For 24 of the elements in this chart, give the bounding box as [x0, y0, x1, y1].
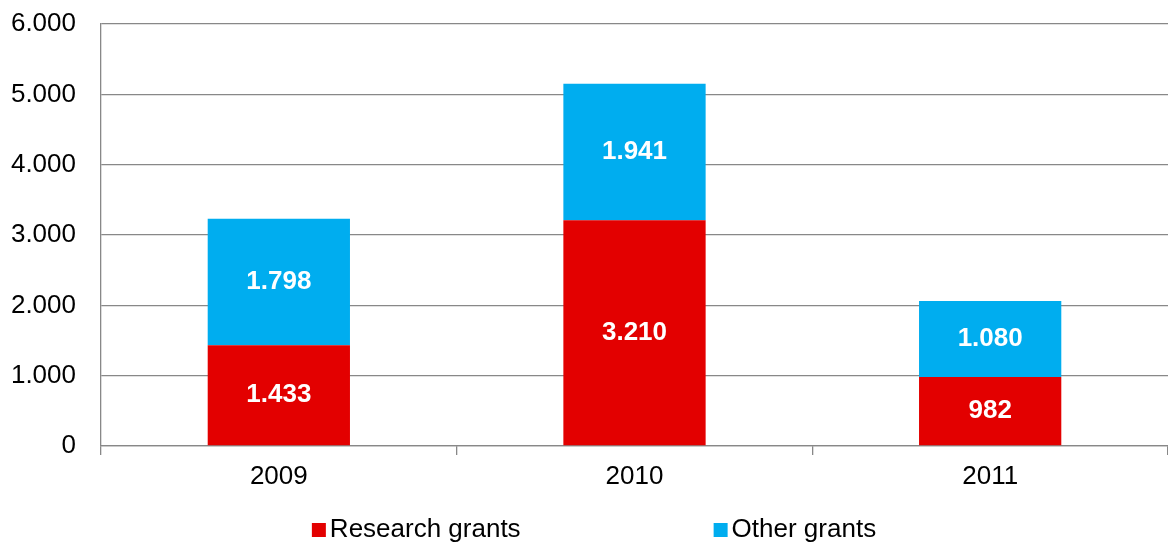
bar [563, 83, 706, 221]
bar [207, 345, 350, 446]
bar [563, 220, 706, 446]
legend-label: Other grants [731, 513, 877, 543]
y-tick-label: 0 [61, 429, 76, 460]
data-label: 1.080 [957, 322, 1023, 353]
bar [207, 218, 350, 346]
y-tick-label: 1.000 [10, 358, 76, 389]
y-tick-label: 3.000 [10, 218, 76, 249]
data-label: 982 [968, 394, 1012, 425]
y-tick-label: 6.000 [10, 7, 76, 38]
data-label: 1.941 [601, 135, 668, 166]
bar [919, 376, 1062, 446]
x-tick-label: 2011 [962, 459, 1019, 490]
data-label: 1.433 [246, 378, 312, 409]
data-label: 3.210 [601, 315, 668, 346]
x-tick-label: 2009 [249, 459, 308, 490]
data-label: 1.798 [246, 265, 312, 296]
legend-label: Research grants [329, 513, 521, 543]
y-tick-label: 4.000 [10, 147, 76, 178]
bar [919, 300, 1062, 377]
y-tick-label: 5.000 [10, 77, 76, 108]
y-tick-label: 2.000 [10, 288, 76, 319]
x-tick-label: 2010 [605, 459, 664, 490]
